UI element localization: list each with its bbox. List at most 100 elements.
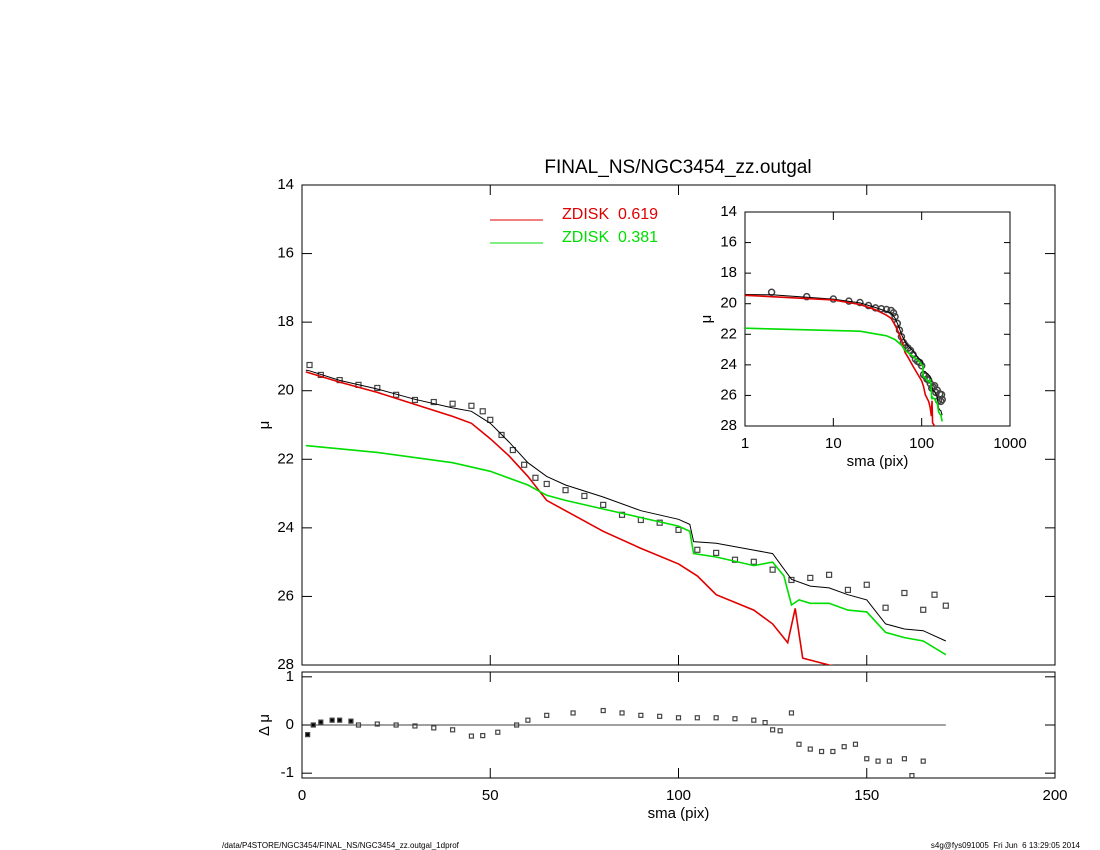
x-tick-label: 1 (741, 435, 749, 452)
data-point (942, 602, 949, 609)
residual-point (495, 729, 501, 735)
residual-point (348, 718, 354, 724)
y-tick-label: 28 (720, 417, 737, 434)
residual-point (412, 723, 418, 729)
residual-point (909, 772, 915, 779)
residual-point (393, 722, 399, 728)
residual-point (450, 727, 456, 733)
residual-point (318, 719, 324, 725)
residual-point (886, 758, 892, 764)
x-axis-label: sma (pix) (847, 453, 909, 470)
y-tick-label: 26 (720, 386, 737, 403)
residual-point (807, 746, 813, 752)
y-tick-label: 20 (277, 382, 294, 399)
legend-label: ZDISK 0.619 (562, 206, 658, 223)
residual-point (841, 744, 847, 750)
x-tick-label: 50 (482, 787, 499, 804)
y-tick-label: 18 (277, 313, 294, 330)
y-tick-label: 20 (720, 295, 737, 312)
residual-point (480, 732, 486, 739)
data-point (825, 571, 833, 578)
residual-point (713, 715, 719, 721)
residual-point (852, 741, 859, 747)
y-tick-label: 0 (286, 716, 294, 733)
data-point (694, 546, 701, 553)
y-axis-label: Δ μ (256, 714, 273, 736)
data-point (937, 390, 946, 399)
data-point (468, 402, 475, 409)
y-axis-label: μ (256, 421, 273, 430)
data-point (863, 581, 870, 588)
data-point (920, 606, 927, 613)
inset-series (745, 288, 946, 426)
residual-point (830, 748, 836, 755)
data-point (675, 526, 682, 534)
data-point (562, 487, 569, 494)
data-point (479, 408, 486, 415)
data-point (487, 416, 494, 423)
data-point (938, 395, 946, 404)
residual-point (570, 710, 576, 716)
data-point (713, 549, 720, 556)
y-tick-label: 26 (277, 587, 294, 604)
residual-point (751, 717, 757, 723)
residual-point (875, 758, 881, 764)
residual-point (796, 741, 802, 747)
residual-point (762, 719, 768, 726)
footer-left: /data/P4STORE/NGC3454/FINAL_NS/NGC3454_z… (222, 841, 460, 850)
data-point (769, 566, 776, 573)
residual-point (920, 758, 926, 764)
x-tick-label: 150 (854, 787, 879, 804)
data-point (891, 312, 899, 321)
residual-point (468, 733, 475, 739)
data-point (901, 589, 908, 597)
y-tick-label: -1 (281, 764, 294, 781)
residual-point (329, 717, 335, 723)
data-point (521, 461, 528, 468)
data-point (449, 400, 456, 407)
data-point (600, 501, 607, 508)
residual-point (544, 712, 550, 718)
residual-point (901, 756, 908, 762)
residual-point (777, 728, 783, 734)
plot-frame (301, 184, 1056, 666)
data-point (543, 480, 550, 488)
data-point (581, 492, 588, 500)
residual-point (374, 721, 380, 727)
series-line (305, 444, 947, 656)
series-line (305, 369, 947, 642)
data-point (931, 591, 938, 598)
residual-point (732, 716, 738, 722)
series-line (745, 327, 943, 422)
data-point (882, 604, 889, 611)
data-point (750, 558, 757, 565)
residual-point (694, 715, 700, 721)
series-line (305, 371, 834, 665)
data-point (844, 586, 852, 594)
y-tick-label: 18 (720, 264, 737, 281)
data-point (882, 305, 891, 314)
residual-point (600, 707, 606, 714)
x-tick-label: 100 (666, 787, 691, 804)
residual-point (638, 712, 644, 718)
residual-point (619, 710, 625, 716)
data-point (917, 362, 926, 370)
x-tick-label: 0 (298, 787, 306, 804)
residual-point (675, 715, 682, 721)
data-point (430, 398, 437, 406)
y-tick-label: 14 (720, 203, 737, 220)
chart-title: FINAL_NS/NGC3454_zz.outgal (544, 157, 811, 178)
y-tick-label: 22 (277, 450, 294, 467)
x-tick-label: 100 (909, 435, 934, 452)
y-tick-label: 16 (277, 245, 294, 262)
residual-point (788, 710, 795, 716)
y-tick-label: 1 (286, 668, 294, 685)
x-tick-label: 1000 (993, 435, 1026, 452)
y-tick-label: 14 (277, 176, 294, 193)
series-line (745, 294, 943, 416)
data-point (807, 574, 814, 582)
data-point (498, 431, 505, 439)
residual-point (431, 725, 437, 731)
data-point (618, 511, 626, 518)
